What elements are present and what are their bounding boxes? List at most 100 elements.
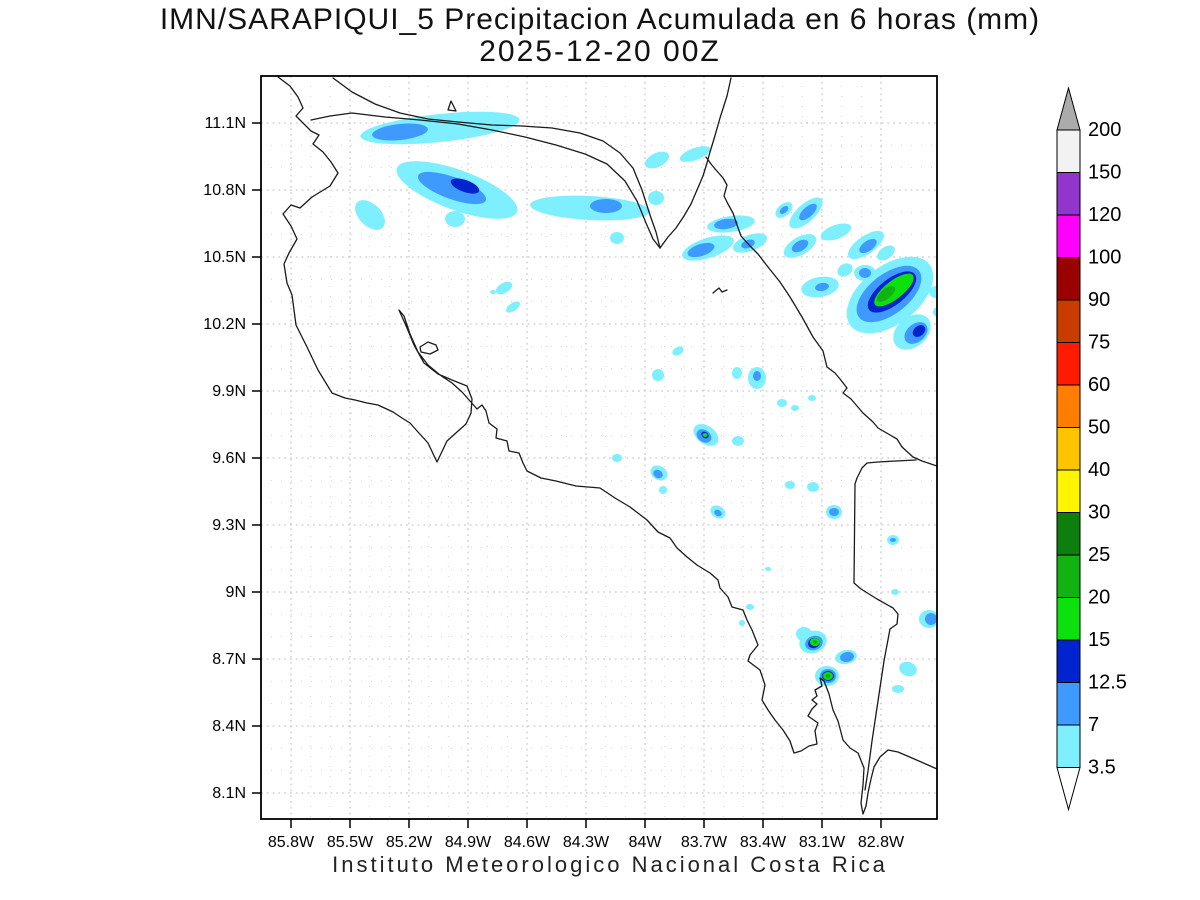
precip-blob-c3_5 [679, 146, 711, 162]
precip-blob-c3_5 [796, 627, 812, 641]
lat-tick-label: 9.9N [212, 383, 246, 400]
colorbar-label: 25 [1088, 544, 1110, 566]
precip-blob-g15 [702, 433, 708, 437]
lat-tick-label: 10.2N [203, 316, 246, 333]
precip-blob-c3_5 [899, 661, 917, 677]
precip-blob-c3_5 [652, 369, 664, 381]
precip-blob-c3_5 [739, 620, 745, 626]
coastline-lake-nicaragua-shore [332, 77, 661, 249]
colorbar-cell [1056, 129, 1081, 173]
precip-blob-dg20 [825, 674, 831, 678]
axes: 11.1N 10.8N 10.5N 10.2N 9.9N 9.6N 9.3N 9N 8.7N 8.… [203, 115, 905, 851]
colorbar: 200 150 120 100 90 75 60 50 40 30 25 20 15 12.5 7 3.5 [1056, 86, 1127, 812]
precip-blob-db12_5 [450, 178, 480, 194]
precip-blob-c3_5 [837, 263, 853, 277]
colorbar-label: 15 [1088, 629, 1110, 651]
precip-blob-b7 [829, 508, 839, 516]
lat-tick-label: 8.4N [212, 718, 246, 735]
colorbar-cell [1056, 384, 1081, 428]
precip-blob-c3_5 [672, 346, 684, 356]
precip-blob-c3_5 [785, 481, 795, 489]
map-frame [260, 75, 938, 820]
precip-blob-c3_5 [644, 151, 670, 169]
precip-blob-b7 [417, 171, 487, 205]
precip-blob-c3_5 [732, 367, 742, 379]
precip-blob-c3_5 [765, 567, 771, 571]
map-subtitle: 2025-12-20 00Z [479, 35, 721, 68]
precip-blob-b7 [840, 651, 854, 663]
footer-credit: Instituto Meteorologico Nacional Costa R… [332, 852, 888, 877]
precip-blob-c3_5 [495, 281, 513, 295]
colorbar-cell [1056, 342, 1081, 386]
precip-blob-dg20 [813, 640, 817, 644]
precip-blob-b7 [372, 123, 428, 141]
precip-blob-c3_5 [648, 191, 664, 205]
colorbar-top-arrow [1056, 86, 1081, 131]
precip-blob-b7 [925, 613, 937, 625]
colorbar-label: 75 [1088, 332, 1110, 354]
precipitation-blobs [355, 111, 937, 693]
lon-tick-label: 83.1W [799, 834, 846, 851]
lon-tick-label: 85.2W [386, 834, 433, 851]
precip-blob-c3_5 [777, 399, 787, 407]
colorbar-cell [1056, 299, 1081, 343]
precip-blob-c3_5 [891, 589, 899, 595]
coastline-chira-island [419, 341, 439, 355]
precip-blob-c3_5 [355, 200, 385, 230]
precip-blob-b7 [753, 371, 761, 381]
lon-tick-label: 84.3W [563, 834, 610, 851]
precip-blob-b7 [714, 218, 738, 230]
lat-tick-label: 9N [226, 584, 246, 601]
precip-blob-c3_5 [746, 604, 754, 610]
precip-blob-b7 [590, 199, 622, 213]
precip-blob-c3_5 [933, 307, 937, 317]
precip-blob-c3_5 [659, 486, 667, 494]
colorbar-label: 120 [1088, 204, 1121, 226]
precip-blob-c3_5 [445, 211, 465, 227]
lat-tick-label: 11.1N [204, 115, 246, 132]
colorbar-cell [1056, 597, 1081, 641]
coastline-san-juan-river-and-nic-coast [659, 77, 732, 249]
colorbar-label: 60 [1088, 374, 1110, 396]
lon-tick-label: 82.8W [858, 834, 905, 851]
colorbar-label: 7 [1088, 714, 1099, 736]
colorbar-cell [1056, 512, 1081, 556]
coastline-caribbean-coast [705, 156, 937, 467]
precip-blob-b7 [799, 203, 817, 221]
lon-tick-label: 83.4W [740, 834, 787, 851]
precip-blob-dg20 [876, 286, 896, 302]
colorbar-cell [1056, 639, 1081, 683]
coastline-panama-border [853, 459, 917, 791]
colorbar-cell [1056, 257, 1081, 301]
precip-blob-c3_5 [929, 286, 937, 298]
precip-blob-c3_5 [732, 436, 744, 446]
colorbar-label: 50 [1088, 417, 1110, 439]
lon-tick-label: 84W [629, 834, 663, 851]
grid-lines [261, 76, 937, 819]
precip-blob-b7 [859, 268, 871, 278]
lat-tick-label: 10.8N [203, 182, 246, 199]
precip-blob-b7 [687, 242, 715, 258]
coastlines [277, 76, 937, 815]
colorbar-cell [1056, 214, 1081, 258]
colorbar-cell [1056, 172, 1081, 216]
lon-tick-label: 83.7W [681, 834, 728, 851]
precip-blob-c3_5 [808, 395, 816, 401]
map-title: IMN/SARAPIQUI_5 Precipitacion Acumulada … [159, 3, 1041, 36]
precip-blob-b7 [714, 509, 722, 517]
precip-blob-db12_5 [912, 325, 926, 337]
colorbar-label: 12.5 [1088, 672, 1127, 694]
precip-blob-c3_5 [610, 232, 624, 244]
colorbar-label: 30 [1088, 502, 1110, 524]
colorbar-label: 100 [1088, 247, 1121, 269]
colorbar-cell [1056, 682, 1081, 726]
precip-blob-c3_5 [612, 454, 622, 462]
precip-blob-c3_5 [877, 245, 895, 261]
colorbar-cell [1056, 427, 1081, 471]
lat-tick-label: 9.6N [212, 450, 246, 467]
colorbar-label: 90 [1088, 289, 1110, 311]
lon-tick-label: 84.6W [504, 834, 551, 851]
lat-tick-label: 8.1N [212, 785, 246, 802]
colorbar-label: 40 [1088, 459, 1110, 481]
